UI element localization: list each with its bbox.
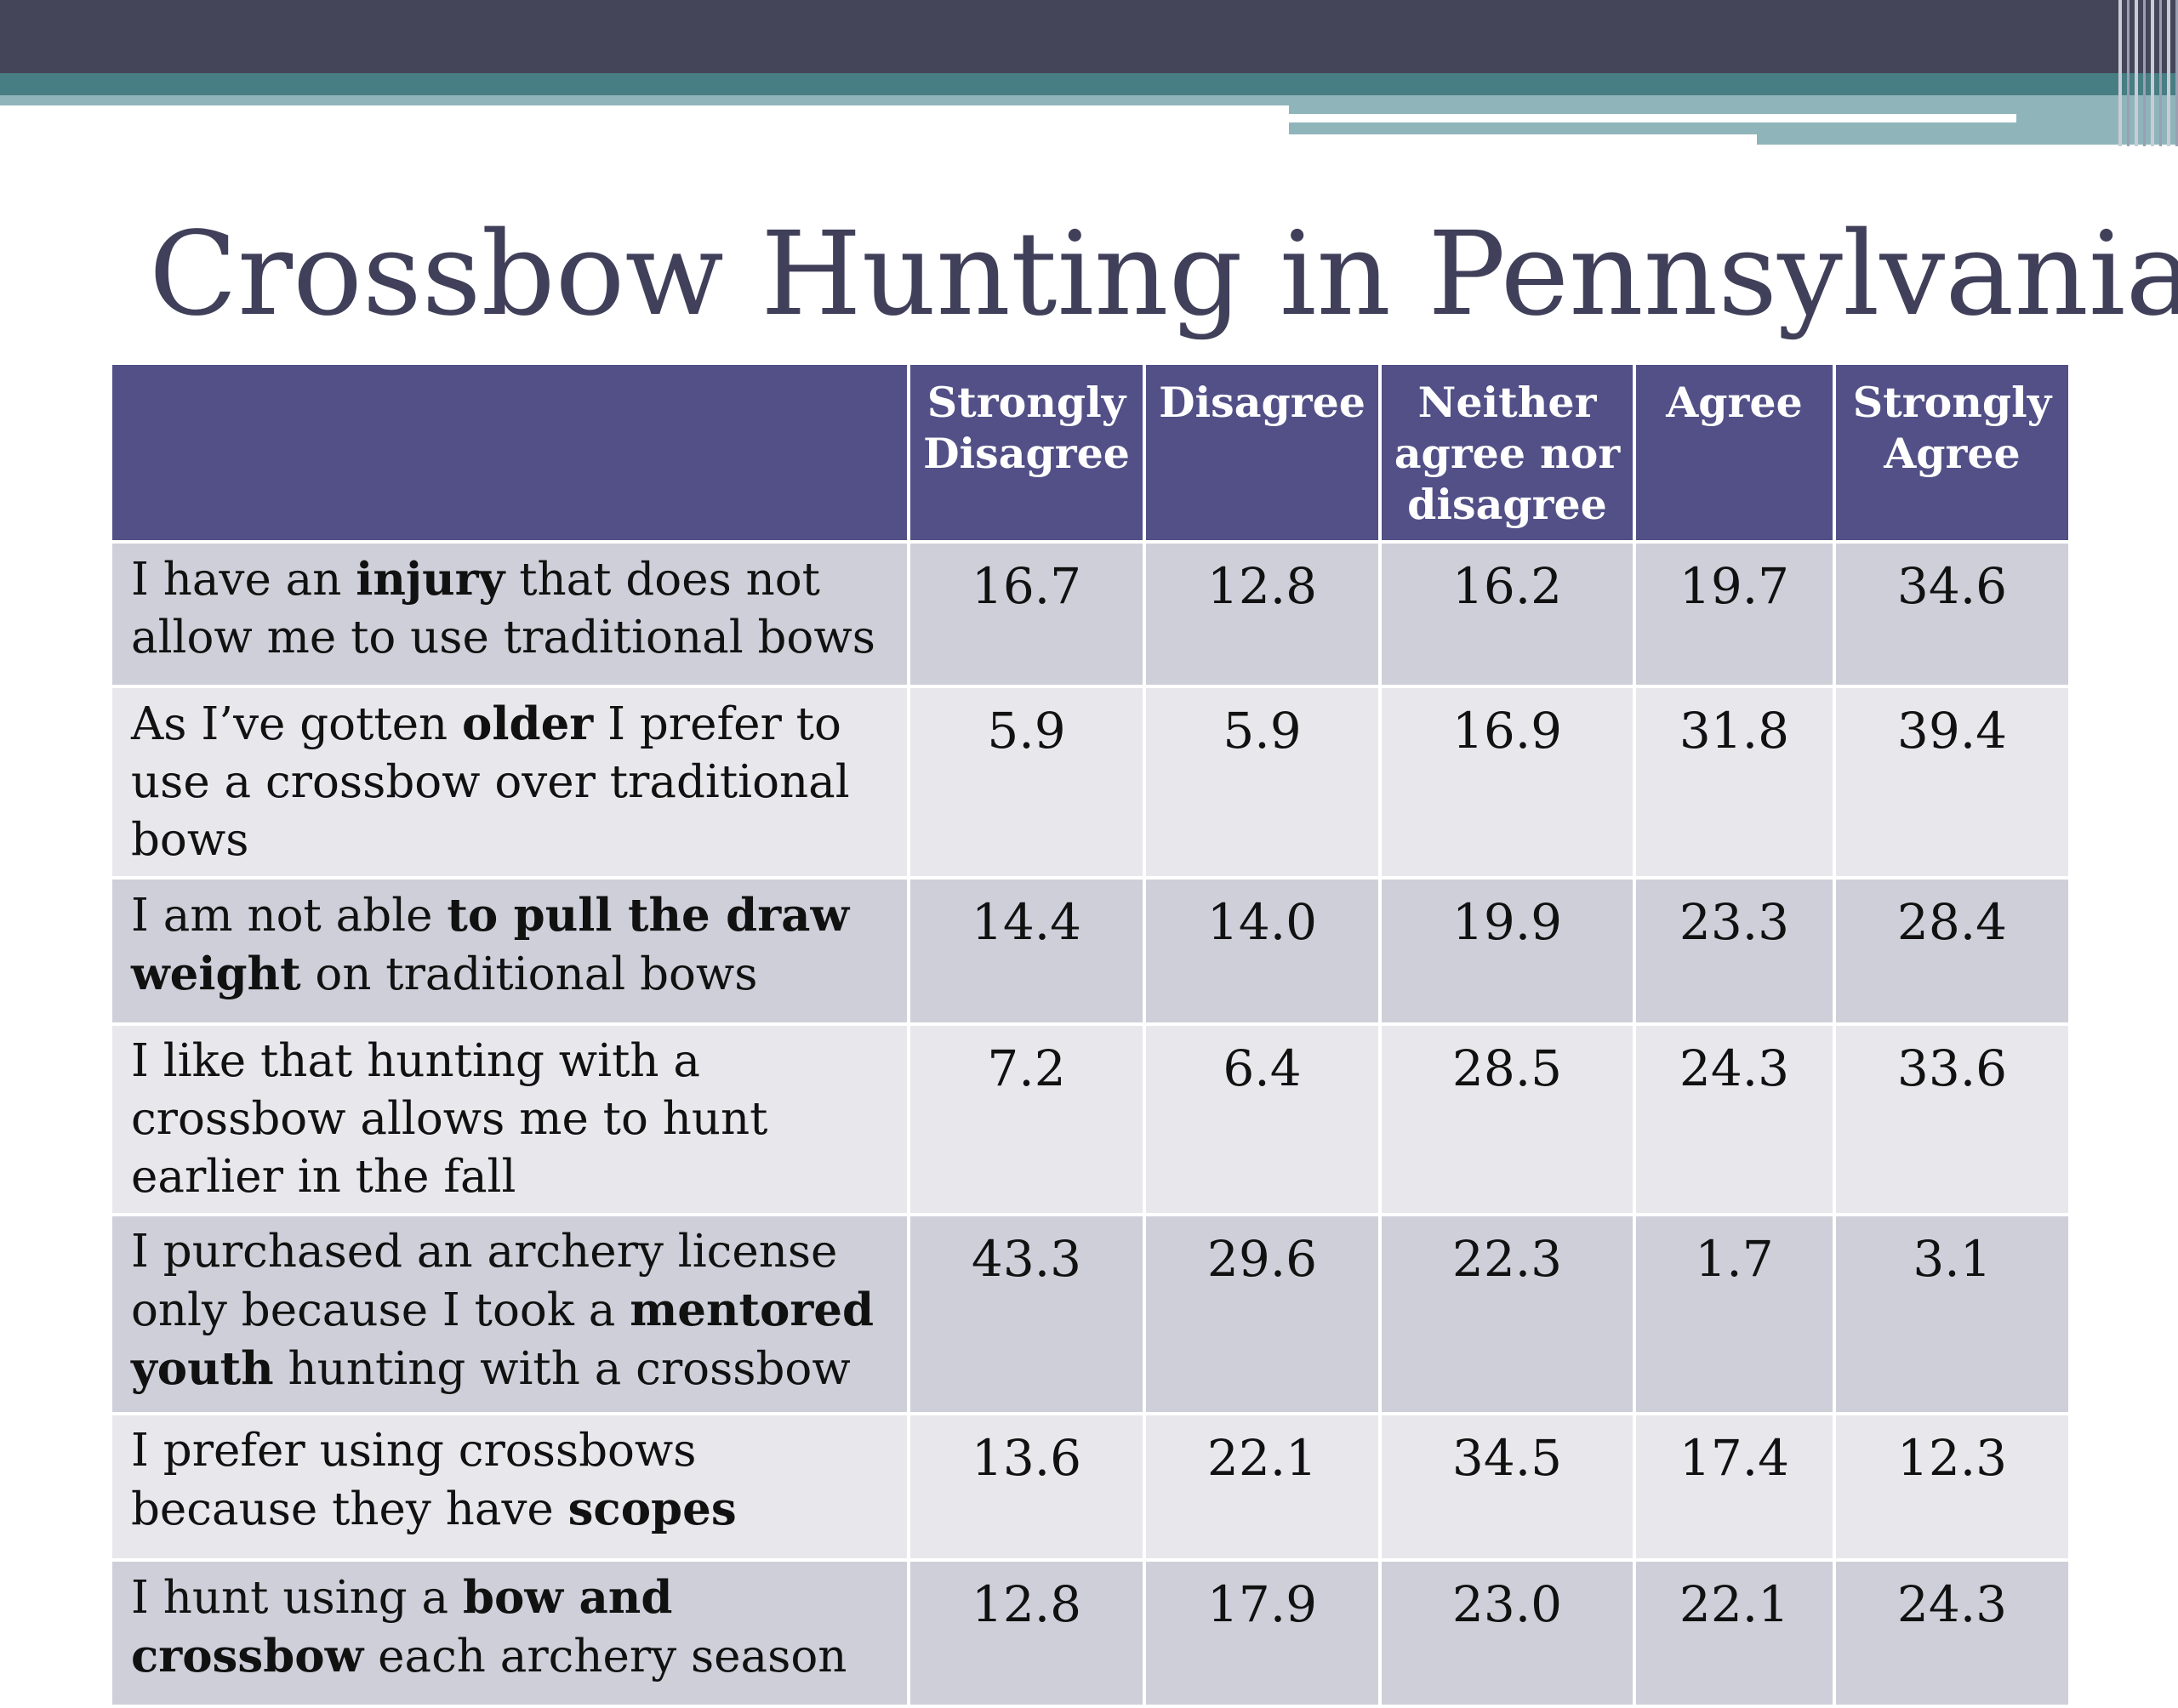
statement-emphasis: injury (356, 553, 505, 606)
statement-text: hunting with a crossbow (273, 1343, 851, 1395)
statement-text: on traditional bows (300, 948, 758, 1000)
value-cell: 23.0 (1378, 1558, 1636, 1708)
statement-text: I prefer to use a crossbow over traditio… (131, 698, 850, 866)
value-cell: 12.8 (907, 1558, 1146, 1708)
value-cell: 16.2 (1378, 540, 1636, 688)
statement-emphasis: mentored youth (131, 1284, 875, 1395)
table-row: I have an injury that does not allow me … (109, 540, 2072, 688)
statement-cell: I have an injury that does not allow me … (109, 540, 910, 688)
value-cell: 39.4 (1833, 685, 2072, 880)
value-cell: 19.7 (1633, 540, 1836, 688)
statement-cell: I am not able to pull the draw weight on… (109, 876, 910, 1026)
value-cell: 1.7 (1633, 1213, 1836, 1415)
table-header-row: Strongly Disagree Disagree Neither agree… (109, 362, 2072, 544)
statement-cell: As I’ve gotten older I prefer to use a c… (109, 685, 910, 880)
value-cell: 22.1 (1143, 1412, 1382, 1562)
value-cell: 13.6 (907, 1412, 1146, 1562)
statement-cell: I purchased an archery license only beca… (109, 1213, 910, 1415)
header-cell-neither: Neither agree nor disagree (1378, 362, 1636, 544)
value-cell: 12.8 (1143, 540, 1382, 688)
value-cell: 16.9 (1378, 685, 1636, 880)
value-cell: 34.6 (1833, 540, 2072, 688)
value-cell: 31.8 (1633, 685, 1836, 880)
value-cell: 22.3 (1378, 1213, 1636, 1415)
statement-emphasis: older (462, 697, 594, 750)
value-cell: 33.6 (1833, 1022, 2072, 1216)
statement-emphasis: scopes (567, 1483, 737, 1535)
value-cell: 17.9 (1143, 1558, 1382, 1708)
header-cell-agree: Agree (1633, 362, 1836, 544)
statement-emphasis: to pull the draw weight (131, 889, 850, 1000)
value-cell: 5.9 (907, 685, 1146, 880)
header-cell-statement (109, 362, 910, 544)
statement-text: I hunt using a (131, 1572, 463, 1624)
value-cell: 22.1 (1633, 1558, 1836, 1708)
statement-text: I purchased an archery license only beca… (131, 1226, 838, 1336)
statement-text: I like that hunting with a crossbow allo… (131, 1035, 768, 1203)
value-cell: 28.5 (1378, 1022, 1636, 1216)
table-body: I have an injury that does not allow me … (109, 540, 2072, 1708)
value-cell: 5.9 (1143, 685, 1382, 880)
table-row: I prefer using crossbows because they ha… (109, 1412, 2072, 1562)
edge-decoration (2118, 0, 2178, 146)
header-cell-strongly-disagree: Strongly Disagree (907, 362, 1146, 544)
value-cell: 43.3 (907, 1213, 1146, 1415)
table-row: As I’ve gotten older I prefer to use a c… (109, 685, 2072, 880)
value-cell: 6.4 (1143, 1022, 1382, 1216)
header-cell-disagree: Disagree (1143, 362, 1382, 544)
statement-text: I have an (131, 554, 356, 606)
table-row: I purchased an archery license only beca… (109, 1213, 2072, 1415)
statement-cell: I like that hunting with a crossbow allo… (109, 1022, 910, 1216)
survey-table: Strongly Disagree Disagree Neither agree… (109, 362, 2072, 1708)
slide-title: Crossbow Hunting in Pennsylvania (149, 208, 2178, 342)
value-cell: 29.6 (1143, 1213, 1382, 1415)
table-row: I am not able to pull the draw weight on… (109, 876, 2072, 1026)
statement-text: each archery season (363, 1631, 847, 1682)
teal-accent-stripe (0, 73, 2178, 95)
statement-cell: I prefer using crossbows because they ha… (109, 1412, 910, 1562)
value-cell: 19.9 (1378, 876, 1636, 1026)
table-row: I hunt using a bow and crossbow each arc… (109, 1558, 2072, 1708)
value-cell: 14.0 (1143, 876, 1382, 1026)
value-cell: 14.4 (907, 876, 1146, 1026)
table-row: I like that hunting with a crossbow allo… (109, 1022, 2072, 1216)
light-accent-stripe (0, 95, 1289, 105)
value-cell: 17.4 (1633, 1412, 1836, 1562)
header-cell-strongly-agree: Strongly Agree (1833, 362, 2072, 544)
statement-cell: I hunt using a bow and crossbow each arc… (109, 1558, 910, 1708)
statement-text: I am not able (131, 890, 448, 942)
value-cell: 28.4 (1833, 876, 2072, 1026)
statement-text: As I’ve gotten (131, 698, 463, 750)
accent-divider-line (1289, 114, 2016, 122)
statement-text: I prefer using crossbows because they ha… (131, 1425, 697, 1535)
value-cell: 24.3 (1833, 1558, 2072, 1708)
value-cell: 23.3 (1633, 876, 1836, 1026)
value-cell: 3.1 (1833, 1213, 2072, 1415)
value-cell: 16.7 (907, 540, 1146, 688)
accent-divider-line (1289, 134, 1757, 145)
top-decorative-bar (0, 0, 2178, 73)
value-cell: 24.3 (1633, 1022, 1836, 1216)
value-cell: 7.2 (907, 1022, 1146, 1216)
statement-text: that does not allow me to use traditiona… (131, 554, 875, 663)
value-cell: 12.3 (1833, 1412, 2072, 1562)
value-cell: 34.5 (1378, 1412, 1636, 1562)
